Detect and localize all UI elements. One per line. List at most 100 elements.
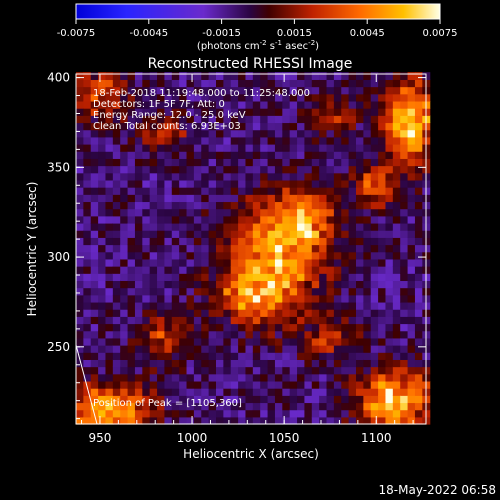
heatmap-cell (341, 222, 350, 231)
heatmap-cell (83, 258, 92, 267)
heatmap-cell (76, 86, 84, 95)
heatmap-cell (289, 72, 298, 80)
heatmap-cell (385, 179, 394, 188)
heatmap-cell (274, 201, 283, 210)
heatmap-cell (289, 158, 298, 167)
heatmap-cell (289, 108, 298, 116)
heatmap-cell (414, 395, 423, 404)
heatmap-cell (76, 151, 84, 159)
heatmap-cell (326, 172, 335, 181)
heatmap-cell (223, 416, 232, 425)
heatmap-cell (179, 273, 188, 282)
heatmap-cell (134, 294, 143, 303)
heatmap-cell (216, 179, 224, 188)
heatmap-cell (83, 108, 92, 116)
heatmap-cell (134, 266, 143, 274)
heatmap-cell (370, 194, 379, 203)
heatmap-cell (407, 301, 416, 310)
heatmap-cell (333, 345, 342, 353)
heatmap-cell (363, 273, 372, 282)
heatmap-cell (363, 416, 372, 425)
heatmap-cell (407, 366, 416, 375)
heatmap-cell (363, 352, 372, 360)
heatmap-cell (348, 409, 357, 418)
heatmap-cell (348, 222, 357, 231)
heatmap-cell (76, 359, 84, 368)
heatmap-cell (319, 136, 328, 145)
heatmap-cell (282, 280, 291, 289)
heatmap-cell (98, 273, 107, 282)
heatmap-cell (193, 222, 202, 231)
heatmap-cell (127, 323, 136, 332)
heatmap-cell (260, 208, 269, 217)
heatmap-cell (134, 208, 143, 217)
heatmap-cell (267, 373, 276, 382)
heatmap-cell (378, 266, 387, 274)
heatmap-cell (76, 294, 84, 303)
heatmap-cell (274, 144, 283, 152)
heatmap-cell (238, 337, 247, 346)
heatmap-cell (414, 222, 423, 231)
heatmap-cell (341, 409, 350, 418)
heatmap-cell (356, 136, 364, 145)
heatmap-cell (400, 416, 409, 425)
heatmap-cell (208, 187, 217, 195)
heatmap-cell (341, 201, 350, 210)
heatmap-cell (90, 79, 99, 88)
heatmap-cell (363, 179, 372, 188)
heatmap-cell (223, 158, 232, 167)
heatmap-cell (112, 345, 121, 353)
heatmap-cell (392, 129, 401, 138)
heatmap-cell (245, 201, 254, 210)
heatmap-cell (407, 359, 416, 368)
heatmap-cell (127, 72, 136, 80)
heatmap-cell (230, 172, 239, 181)
heatmap-cell (407, 258, 416, 267)
heatmap-cell (414, 330, 423, 339)
heatmap-cell (149, 86, 158, 95)
heatmap-cell (164, 151, 173, 159)
heatmap-cell (400, 251, 409, 260)
heatmap-cell (98, 201, 107, 210)
heatmap-cell (142, 136, 151, 145)
heatmap-cell (245, 122, 254, 131)
heatmap-cell (98, 388, 107, 396)
heatmap-cell (179, 280, 188, 289)
heatmap-cell (363, 187, 372, 195)
heatmap-cell (378, 194, 387, 203)
heatmap-cell (267, 187, 276, 195)
heatmap-cell (297, 280, 306, 289)
heatmap-cell (216, 122, 224, 131)
heatmap-cell (216, 187, 224, 195)
heatmap-cell (414, 93, 423, 102)
heatmap-cell (134, 323, 143, 332)
heatmap-cell (274, 359, 283, 368)
heatmap-cell (164, 108, 173, 116)
heatmap-cell (83, 237, 92, 246)
heatmap-cell (400, 115, 409, 124)
heatmap-cell (245, 208, 254, 217)
heatmap-cell (385, 222, 394, 231)
heatmap-cell (356, 280, 364, 289)
heatmap-cell (149, 366, 158, 375)
heatmap-cell (297, 72, 306, 80)
heatmap-cell (341, 373, 350, 382)
heatmap-cell (282, 373, 291, 382)
heatmap-cell (230, 409, 239, 418)
heatmap-cell (208, 280, 217, 289)
heatmap-cell (179, 258, 188, 267)
heatmap-cell (304, 287, 313, 296)
colorbar-tick-label: 0.0075 (423, 28, 458, 39)
heatmap-cell (112, 395, 121, 404)
heatmap-cell (311, 395, 320, 404)
heatmap-cell (179, 215, 188, 224)
heatmap-cell (76, 258, 84, 267)
heatmap-cell (414, 280, 423, 289)
heatmap-cell (238, 280, 247, 289)
heatmap-cell (252, 136, 261, 145)
heatmap-cell (149, 187, 158, 195)
heatmap-cell (400, 165, 409, 174)
heatmap-cell (179, 151, 188, 159)
heatmap-cell (149, 93, 158, 102)
heatmap-cell (319, 122, 328, 131)
